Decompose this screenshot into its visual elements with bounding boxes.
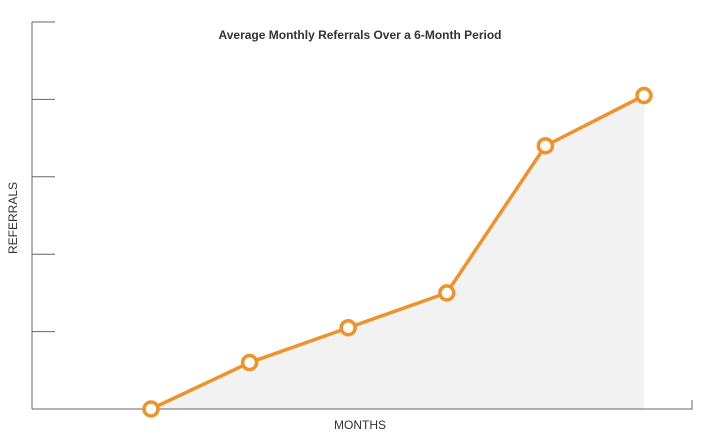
data-point — [438, 284, 456, 302]
data-point — [635, 86, 653, 105]
data-point — [339, 318, 357, 337]
area-fill — [151, 95, 644, 409]
y-axis-label: REFERRALS — [6, 182, 20, 254]
data-point — [240, 353, 259, 372]
x-axis — [32, 400, 693, 410]
data-line — [150, 93, 645, 411]
data-point — [536, 137, 555, 155]
chart-title: Average Monthly Referrals Over a 6-Month… — [219, 28, 502, 42]
x-axis-label: MONTHS — [334, 418, 386, 432]
data-point — [142, 400, 160, 418]
